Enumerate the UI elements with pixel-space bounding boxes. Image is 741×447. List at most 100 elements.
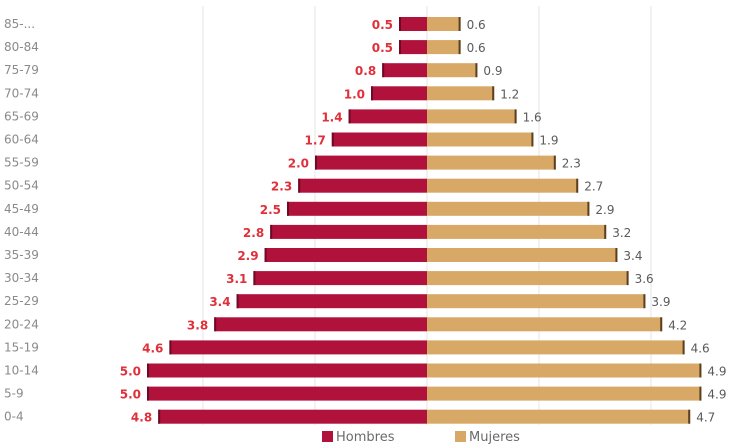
- value-label-hombres-13: 3.8: [187, 318, 208, 332]
- value-label-hombres-4: 1.4: [321, 110, 342, 124]
- age-group-label-7: 50-54: [4, 179, 39, 193]
- age-group-label-15: 10-14: [4, 364, 39, 378]
- value-label-hombres-17: 4.8: [131, 411, 152, 425]
- value-label-hombres-10: 2.9: [237, 249, 258, 263]
- age-group-label-14: 15-19: [4, 340, 39, 354]
- value-label-hombres-9: 2.8: [243, 226, 264, 240]
- value-label-mujeres-1: 0.6: [467, 41, 486, 55]
- age-group-label-17: 0-4: [4, 410, 24, 424]
- bar-cap-hombres-13: [214, 317, 217, 332]
- value-label-mujeres-16: 4.9: [707, 388, 726, 402]
- bar-cap-hombres-1: [399, 40, 401, 55]
- age-group-label-6: 55-59: [4, 156, 39, 170]
- bar-cap-hombres-0: [399, 17, 401, 31]
- bar-cap-hombres-15: [147, 363, 149, 378]
- bar-mujeres-10: [427, 248, 618, 262]
- bar-cap-hombres-5: [331, 132, 334, 147]
- bar-mujeres-1: [427, 40, 461, 55]
- bar-cap-hombres-7: [298, 178, 301, 193]
- age-group-label-4: 65-69: [4, 109, 39, 123]
- age-group-label-10: 35-39: [4, 248, 39, 262]
- bar-cap-mujeres-12: [643, 294, 646, 309]
- bar-cap-mujeres-2: [475, 63, 478, 78]
- bar-cap-mujeres-3: [492, 86, 495, 101]
- bar-hombres-15: [147, 363, 427, 378]
- value-label-mujeres-11: 3.6: [635, 272, 654, 286]
- bar-cap-mujeres-10: [615, 248, 618, 262]
- age-group-label-9: 40-44: [4, 225, 39, 239]
- bar-hombres-8: [287, 201, 427, 216]
- value-label-hombres-7: 2.3: [271, 180, 292, 194]
- bar-mujeres-12: [427, 294, 646, 309]
- value-label-mujeres-2: 0.9: [483, 64, 502, 78]
- bar-mujeres-5: [427, 132, 534, 147]
- value-label-mujeres-9: 3.2: [612, 226, 631, 240]
- bar-hombres-7: [298, 178, 427, 193]
- value-label-mujeres-7: 2.7: [584, 180, 603, 194]
- bar-cap-mujeres-6: [553, 155, 556, 170]
- bar-cap-mujeres-15: [699, 363, 702, 378]
- bar-hombres-2: [382, 63, 427, 78]
- legend-label-mujeres: Mujeres: [469, 430, 520, 445]
- value-label-mujeres-6: 2.3: [562, 157, 581, 171]
- value-label-mujeres-12: 3.9: [651, 295, 670, 309]
- value-label-mujeres-13: 4.2: [668, 318, 687, 332]
- value-label-hombres-0: 0.5: [372, 18, 393, 32]
- value-label-hombres-6: 2.0: [288, 157, 309, 171]
- bar-cap-mujeres-0: [458, 17, 461, 31]
- value-label-mujeres-5: 1.9: [539, 134, 558, 148]
- bar-hombres-13: [214, 317, 427, 332]
- bar-cap-mujeres-4: [514, 109, 517, 124]
- bar-mujeres-17: [427, 409, 691, 424]
- legend-label-hombres: Hombres: [336, 430, 395, 445]
- bar-cap-hombres-4: [348, 109, 351, 124]
- bar-hombres-12: [236, 294, 427, 309]
- age-group-label-8: 45-49: [4, 202, 39, 216]
- bar-hombres-9: [270, 224, 427, 239]
- value-label-hombres-2: 0.8: [355, 64, 376, 78]
- value-label-hombres-8: 2.5: [260, 203, 281, 217]
- bar-cap-hombres-9: [270, 224, 273, 239]
- age-group-label-12: 25-29: [4, 294, 39, 308]
- bar-cap-mujeres-13: [660, 317, 663, 332]
- age-group-label-2: 75-79: [4, 63, 39, 77]
- bar-hombres-11: [253, 271, 427, 286]
- value-label-hombres-15: 5.0: [120, 365, 141, 379]
- bar-hombres-14: [169, 340, 427, 355]
- bars: [147, 17, 702, 424]
- value-label-hombres-16: 5.0: [120, 388, 141, 402]
- value-label-mujeres-15: 4.9: [707, 365, 726, 379]
- bar-cap-mujeres-17: [688, 409, 691, 424]
- bar-cap-hombres-17: [158, 409, 161, 424]
- bar-hombres-6: [315, 155, 427, 170]
- age-group-label-5: 60-64: [4, 133, 39, 147]
- bar-cap-hombres-14: [169, 340, 172, 355]
- bar-mujeres-13: [427, 317, 663, 332]
- age-group-label-1: 80-84: [4, 40, 39, 54]
- bar-cap-hombres-12: [236, 294, 239, 309]
- value-label-mujeres-14: 4.6: [691, 341, 710, 355]
- bar-hombres-3: [371, 86, 427, 101]
- bar-mujeres-16: [427, 386, 702, 401]
- bar-cap-hombres-11: [253, 271, 256, 286]
- bar-cap-hombres-2: [382, 63, 385, 78]
- bar-cap-mujeres-16: [699, 386, 702, 401]
- bar-mujeres-8: [427, 201, 590, 216]
- value-label-mujeres-3: 1.2: [500, 87, 519, 101]
- value-label-hombres-5: 1.7: [305, 134, 326, 148]
- bar-cap-hombres-16: [147, 386, 149, 401]
- bar-hombres-5: [331, 132, 427, 147]
- bar-mujeres-15: [427, 363, 702, 378]
- bar-hombres-10: [264, 248, 427, 262]
- value-label-hombres-3: 1.0: [344, 87, 365, 101]
- value-label-mujeres-10: 3.4: [623, 249, 642, 263]
- age-group-label-13: 20-24: [4, 317, 39, 331]
- bar-cap-mujeres-14: [682, 340, 685, 355]
- bar-cap-hombres-6: [315, 155, 317, 170]
- bar-hombres-0: [399, 17, 427, 31]
- value-label-mujeres-0: 0.6: [467, 18, 486, 32]
- bar-cap-mujeres-9: [604, 224, 607, 239]
- bar-mujeres-6: [427, 155, 556, 170]
- bar-hombres-17: [158, 409, 427, 424]
